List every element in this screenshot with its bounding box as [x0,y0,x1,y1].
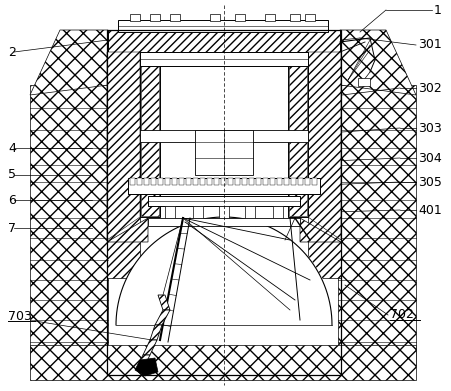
Text: 304: 304 [418,151,442,165]
Bar [290,14,300,21]
Bar [137,178,142,185]
Text: 6: 6 [8,194,16,206]
Polygon shape [308,52,341,240]
Bar [273,206,283,218]
Bar [288,52,308,217]
Bar [242,178,247,185]
Bar [151,178,156,185]
Bar [270,178,275,185]
Bar [256,178,261,185]
Bar [148,196,300,206]
Bar [277,178,282,185]
Bar [221,178,226,185]
Bar [358,78,370,86]
Bar [245,206,255,218]
Bar [219,206,229,218]
Bar [108,30,340,52]
Polygon shape [158,295,170,310]
Bar [263,178,268,185]
Bar [200,178,205,185]
Bar [144,178,149,185]
Bar [207,178,212,185]
Bar [165,178,170,185]
Bar [298,178,303,185]
Bar [338,85,416,365]
Bar [193,206,203,218]
Bar [30,345,416,380]
Polygon shape [135,358,158,376]
Text: 702: 702 [390,308,414,321]
Bar [195,130,253,175]
Polygon shape [107,218,148,242]
Text: 303: 303 [418,122,442,135]
Bar [235,178,240,185]
Bar [289,53,307,216]
Bar [193,178,198,185]
Polygon shape [138,355,150,365]
Bar [312,178,317,185]
Text: 1: 1 [434,4,442,16]
Bar [210,14,220,21]
Bar [249,178,254,185]
Polygon shape [107,52,140,240]
Polygon shape [155,310,170,325]
Bar [140,52,160,217]
Bar [165,206,175,218]
Bar [30,85,108,365]
Polygon shape [143,340,157,355]
Text: 4: 4 [8,142,16,154]
Bar [305,14,315,21]
Bar [150,14,160,21]
Bar [148,218,300,226]
Bar [179,178,184,185]
Bar [284,178,289,185]
Bar [130,14,140,21]
Bar [158,178,163,185]
Bar [305,178,310,185]
Polygon shape [340,30,416,95]
Bar [160,66,288,266]
Text: 305: 305 [418,176,442,188]
Text: 2: 2 [8,45,16,59]
Text: 401: 401 [418,203,442,217]
Bar [130,178,135,185]
Bar [107,30,140,278]
Bar [186,178,191,185]
Text: 5: 5 [8,169,16,181]
Bar [140,52,308,66]
Text: 703: 703 [8,310,32,323]
Text: 302: 302 [418,81,442,95]
Polygon shape [30,30,108,95]
Bar [118,20,328,32]
Bar [228,178,233,185]
Text: 301: 301 [418,38,442,52]
Bar [291,178,296,185]
Bar [265,14,275,21]
Polygon shape [300,218,341,242]
Bar [235,14,245,21]
Text: 7: 7 [8,221,16,235]
Bar [107,30,341,375]
Bar [140,130,308,142]
Bar [128,178,320,194]
Bar [214,178,219,185]
Bar [170,14,180,21]
Polygon shape [150,325,162,340]
Bar [308,30,341,278]
Bar [172,178,177,185]
Bar [141,53,159,216]
